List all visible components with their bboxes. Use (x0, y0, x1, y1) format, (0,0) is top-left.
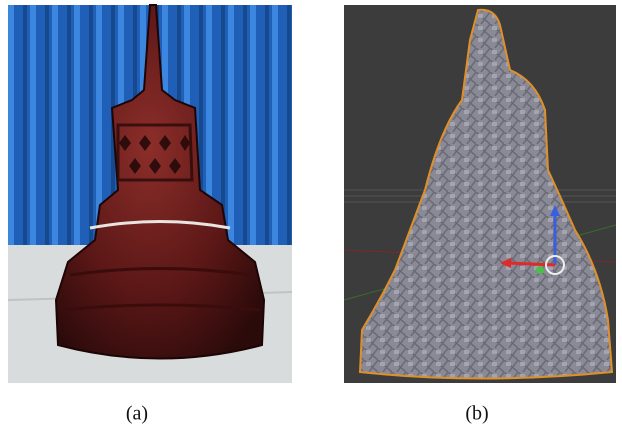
gizmo-center (545, 255, 565, 275)
stupa-lattice (116, 123, 194, 182)
caption: (b) (465, 403, 488, 425)
highlight (89, 220, 231, 230)
gizmo-y (536, 266, 544, 274)
gizmo-z-head (550, 205, 560, 216)
caption: (a) (126, 403, 148, 425)
gizmo-x-head (500, 258, 511, 268)
photo-panel (7, 4, 293, 383)
mesh-model (358, 8, 614, 380)
render-panel (343, 5, 617, 383)
bands (61, 267, 261, 312)
gizmo-x (507, 261, 556, 267)
